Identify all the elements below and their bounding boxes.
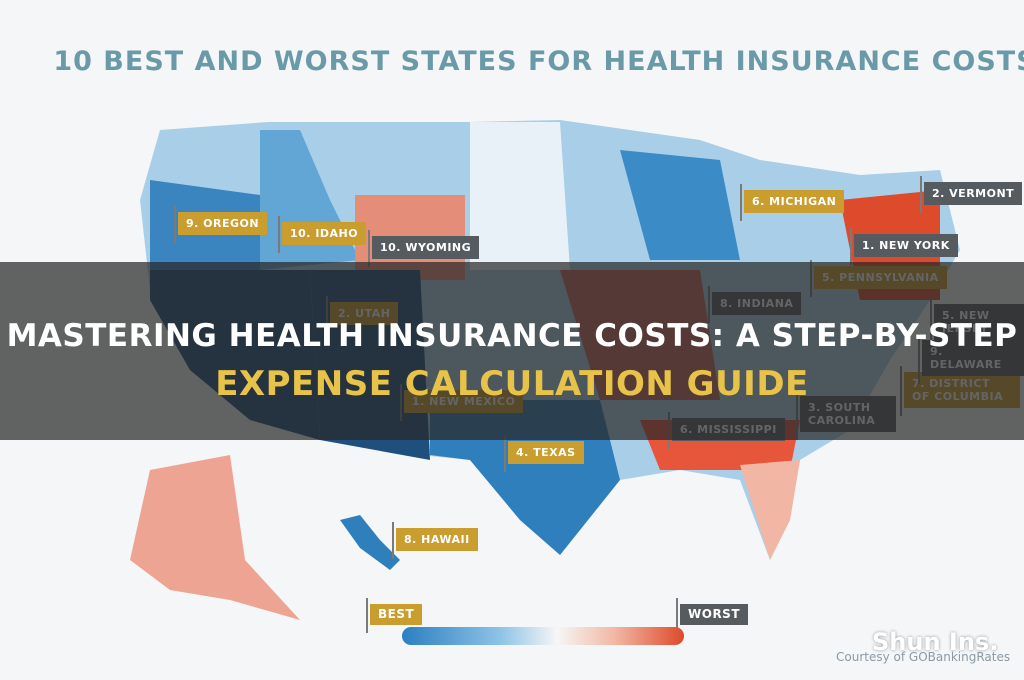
region-florida	[740, 460, 800, 560]
headline: MASTERING HEALTH INSURANCE COSTS: A STEP…	[6, 318, 1018, 354]
region-hawaii	[340, 515, 400, 570]
watermark: Shun Ins.	[872, 628, 999, 656]
legend-best: BEST	[365, 598, 423, 633]
legend-worst: WORST	[675, 598, 749, 633]
region-alaska	[130, 455, 300, 620]
state-label: 10. IDAHO	[277, 216, 367, 253]
state-label: 2. VERMONT	[919, 176, 1023, 213]
region-midwest	[620, 150, 740, 260]
region-plains	[470, 122, 570, 270]
state-label: 6. MICHIGAN	[739, 184, 845, 221]
state-label: 1. NEW YORK	[850, 228, 958, 265]
state-label: 10. WYOMING	[367, 230, 480, 267]
state-label: 4. TEXAS	[504, 435, 584, 472]
state-label: 9. OREGON	[173, 206, 268, 243]
headline: EXPENSE CALCULATION GUIDE	[215, 364, 809, 404]
overlay-band	[0, 262, 1024, 440]
credit: Courtesy of GOBankingRates	[836, 650, 1011, 664]
color-scale	[402, 627, 684, 645]
state-label: 8. HAWAII	[392, 522, 478, 559]
map-title: 10 BEST AND WORST STATES FOR HEALTH INSU…	[53, 46, 1024, 77]
